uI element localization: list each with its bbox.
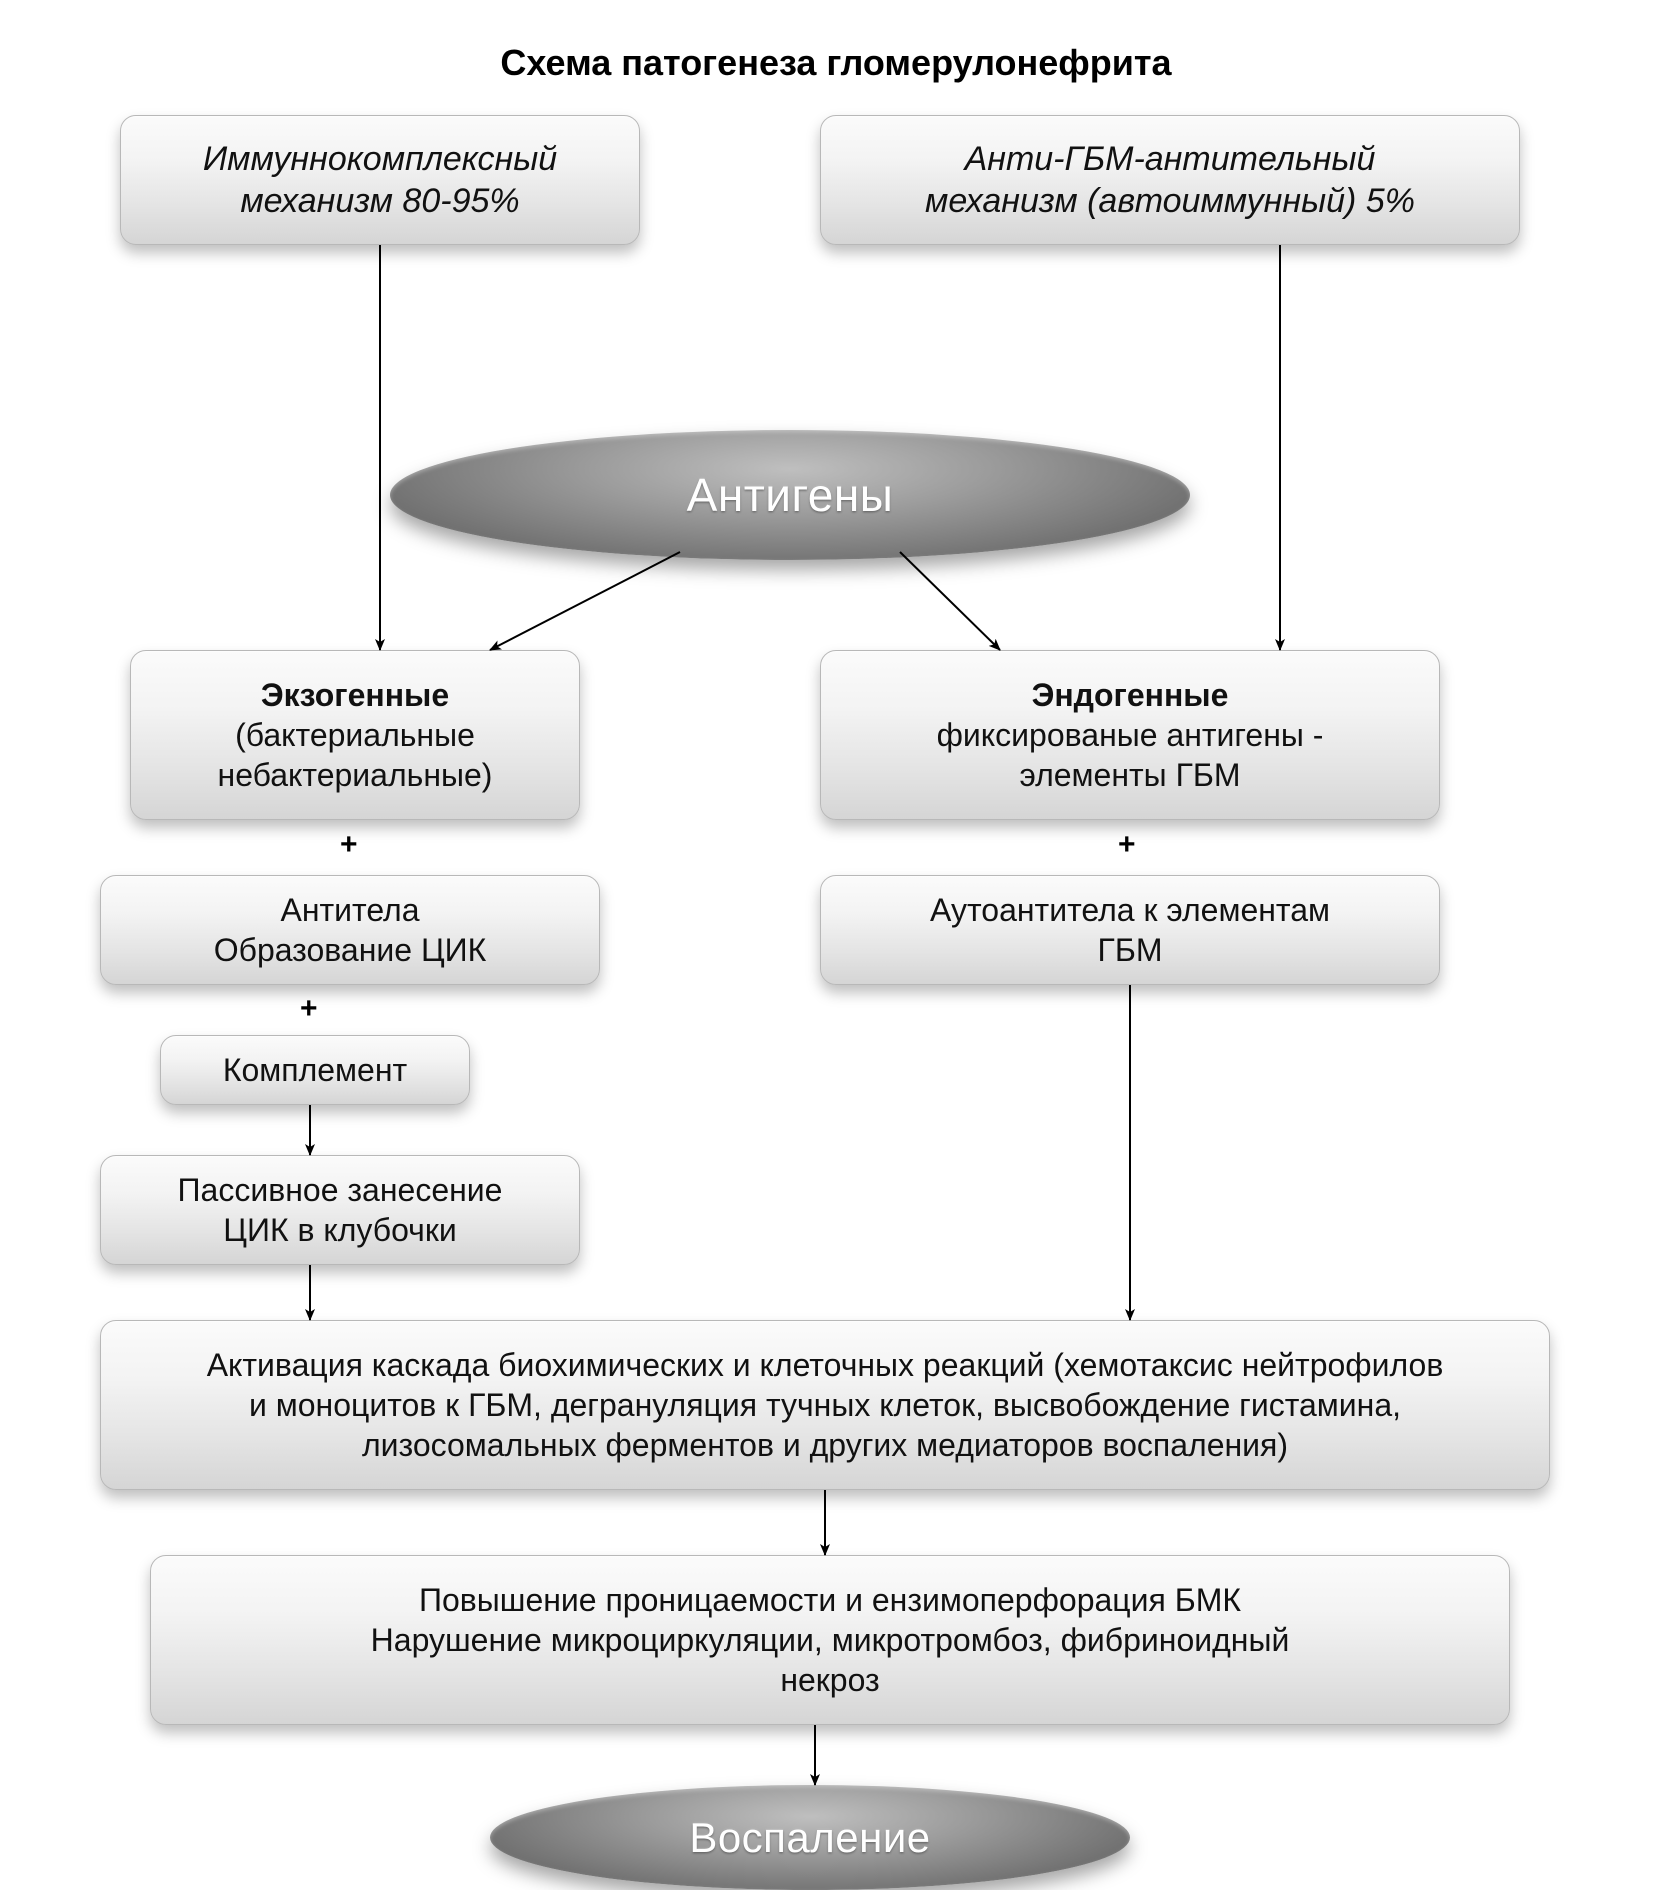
node-text-line: Анти-ГБМ-антительный [965,138,1376,181]
node-text-line: Эндогенные [1032,675,1229,715]
node-endogenous: Эндогенныефиксированые антигены -элемент… [820,650,1440,820]
node-exogenous: Экзогенные(бактериальныенебактериальные) [130,650,580,820]
node-inflammation: Воспаление [490,1785,1130,1890]
node-text-line: Иммуннокомплексный [203,138,557,181]
node-passive-cic-glomeruli: Пассивное занесениеЦИК в клубочки [100,1155,580,1265]
node-text-line: Антигены [687,468,894,522]
node-immunocomplex-mechanism: Иммуннокомплексныймеханизм 80-95% [120,115,640,245]
node-autoantibodies: Аутоантитела к элементамГБМ [820,875,1440,985]
node-antibodies-cic: АнтителаОбразование ЦИК [100,875,600,985]
node-text-line: Антитела [280,890,419,930]
node-text-line: Повышение проницаемости и ензимоперфорац… [419,1580,1241,1620]
node-antigens: Антигены [390,430,1190,560]
node-complement: Комплемент [160,1035,470,1105]
node-text-line: Нарушение микроциркуляции, микротромбоз,… [371,1620,1290,1660]
edge-e1-n4 [900,552,1000,650]
node-text-line: механизм (автоиммунный) 5% [925,180,1415,223]
node-text-line: ГБМ [1098,930,1163,970]
node-text-line: (бактериальные [235,715,475,755]
node-text-line: Активация каскада биохимических и клеточ… [207,1345,1444,1385]
node-text-line: механизм 80-95% [240,180,519,223]
node-text-line: элементы ГБМ [1019,755,1240,795]
node-anti-gbm-mechanism: Анти-ГБМ-антительныймеханизм (автоиммунн… [820,115,1520,245]
node-text-line: Пассивное занесение [178,1170,503,1210]
plus-connector: + [1118,828,1136,862]
node-text-line: ЦИК в клубочки [223,1210,456,1250]
plus-connector: + [340,828,358,862]
node-text-line: небактериальные) [218,755,493,795]
edge-e1-n3 [490,552,680,650]
node-text-line: некроз [780,1660,879,1700]
node-permeability-microcirculation: Повышение проницаемости и ензимоперфорац… [150,1555,1510,1725]
node-text-line: фиксированые антигены - [937,715,1324,755]
node-cascade-activation: Активация каскада биохимических и клеточ… [100,1320,1550,1490]
flowchart-canvas: Схема патогенеза гломерулонефрита Иммунн… [0,0,1672,1860]
node-text-line: лизосомальных ферментов и других медиато… [362,1425,1288,1465]
node-text-line: Воспаление [689,1814,930,1862]
node-text-line: Аутоантитела к элементам [930,890,1330,930]
diagram-title: Схема патогенеза гломерулонефрита [0,42,1672,84]
plus-connector: + [300,992,318,1026]
node-text-line: и моноцитов к ГБМ, дегрануляция тучных к… [249,1385,1401,1425]
node-text-line: Образование ЦИК [214,930,487,970]
node-text-line: Комплемент [223,1050,407,1090]
node-text-line: Экзогенные [261,675,449,715]
